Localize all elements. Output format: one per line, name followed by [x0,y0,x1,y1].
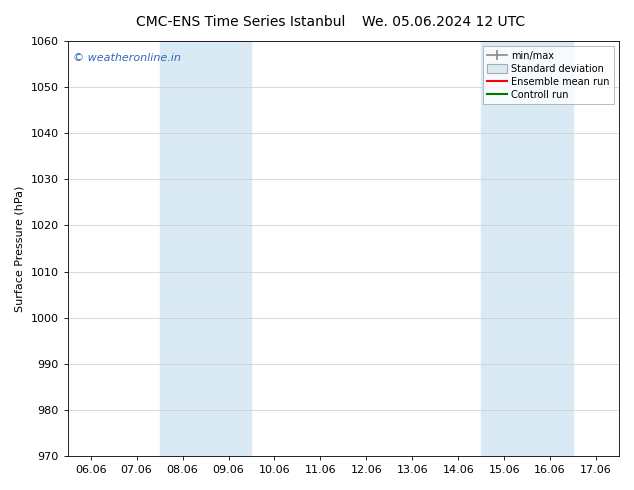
Text: © weatheronline.in: © weatheronline.in [73,53,181,64]
Legend: min/max, Standard deviation, Ensemble mean run, Controll run: min/max, Standard deviation, Ensemble me… [482,46,614,104]
Y-axis label: Surface Pressure (hPa): Surface Pressure (hPa) [15,185,25,312]
Text: CMC-ENS Time Series Istanbul: CMC-ENS Time Series Istanbul [136,15,346,29]
Text: We. 05.06.2024 12 UTC: We. 05.06.2024 12 UTC [362,15,526,29]
Bar [160,41,252,456]
Bar [481,41,573,456]
